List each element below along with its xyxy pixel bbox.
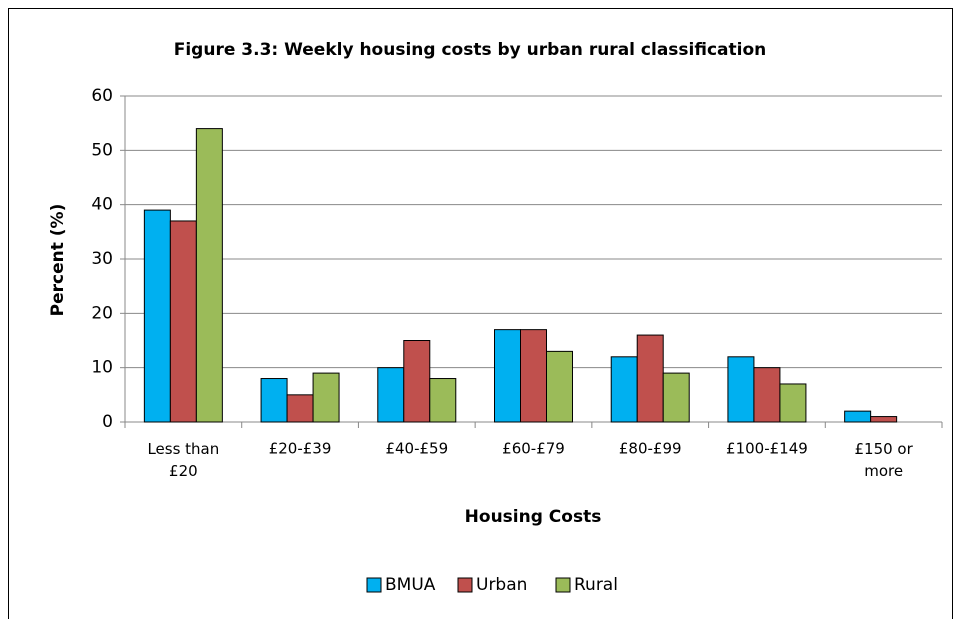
bar	[403, 340, 431, 423]
x-tick-label: £80-£99	[619, 440, 682, 458]
y-tick-label: 60	[91, 86, 113, 106]
bar	[429, 378, 457, 423]
x-tick-label: £100-£149	[726, 440, 808, 458]
y-tick-label: 20	[91, 303, 113, 323]
bar	[143, 209, 171, 423]
x-tick-label: £150 or more	[854, 440, 913, 480]
chart-title: Figure 3.3: Weekly housing costs by urba…	[174, 40, 767, 60]
legend-label: Rural	[574, 575, 618, 595]
bar	[727, 356, 755, 423]
bar	[779, 383, 807, 423]
bar	[546, 350, 573, 423]
y-tick-label: 10	[91, 358, 113, 378]
bar	[260, 378, 288, 423]
bar	[286, 394, 314, 423]
x-tick-label: £20-£39	[269, 440, 332, 458]
bar	[169, 220, 197, 423]
bar	[610, 356, 638, 423]
bar	[312, 372, 340, 423]
x-tick-label: £40-£59	[385, 440, 448, 458]
bar	[870, 416, 898, 423]
y-axis-title: Percent (%)	[48, 204, 68, 317]
legend-swatch	[457, 577, 473, 593]
x-tick-label: £60-£79	[502, 440, 565, 458]
bar	[636, 334, 664, 423]
legend-label: BMUA	[385, 575, 436, 595]
bar	[494, 329, 521, 423]
y-tick-label: 40	[91, 195, 113, 215]
bar	[195, 128, 223, 423]
x-tick-label: Less than £20	[147, 440, 219, 480]
legend-label: Urban	[476, 575, 527, 595]
y-tick-label: 50	[91, 140, 113, 160]
bar	[844, 410, 872, 423]
bar	[662, 372, 690, 423]
bar	[377, 367, 405, 423]
x-axis-title: Housing Costs	[465, 507, 602, 527]
y-tick-label: 30	[91, 249, 113, 269]
y-tick-label: 0	[102, 412, 113, 432]
legend-swatch	[366, 577, 382, 593]
legend-swatch	[555, 577, 571, 593]
bar	[520, 329, 547, 423]
bar	[753, 367, 781, 423]
